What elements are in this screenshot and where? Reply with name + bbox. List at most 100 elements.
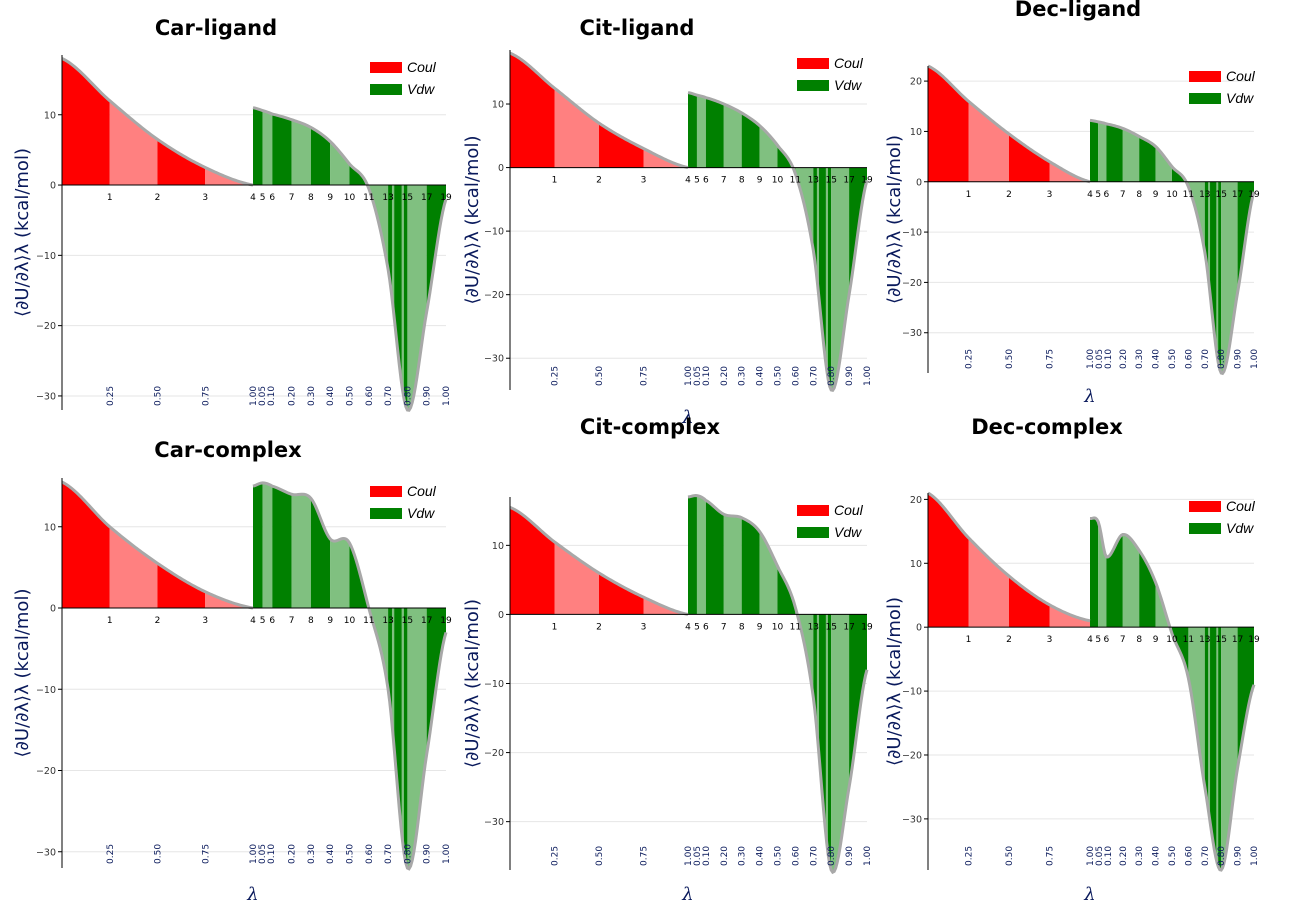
state-tick-label: 7 — [1120, 190, 1126, 200]
lambda-tick-label: 0.75 — [201, 844, 211, 864]
lambda-tick-label: 0.30 — [738, 846, 748, 866]
legend-label-coul: Coul — [1226, 68, 1256, 84]
state-tick-label: 15 — [1215, 190, 1226, 200]
legend-label-vdw: Vdw — [407, 505, 435, 521]
state-tick-label: 6 — [269, 616, 275, 626]
lambda-tick-label: 0.60 — [791, 366, 801, 386]
vdw-area-segment — [705, 97, 724, 168]
lambda-tick-label: 0.10 — [702, 366, 712, 386]
lambda-tick-label: 0.50 — [154, 844, 164, 864]
vdw-area-segment — [831, 614, 850, 873]
lambda-tick-label: 0.30 — [307, 386, 317, 406]
vdw-curve — [687, 493, 869, 875]
state-tick-label: 17 — [843, 176, 854, 186]
lambda-tick-label: 0.75 — [1046, 349, 1056, 369]
legend-label-vdw: Vdw — [1226, 520, 1254, 536]
legend-label-coul: Coul — [834, 55, 864, 71]
state-tick-label: 15 — [825, 622, 836, 632]
coul-area-segment — [157, 139, 206, 186]
state-tick-label: 8 — [1136, 635, 1142, 645]
vdw-stripe — [1224, 627, 1227, 862]
state-tick-label: 5 — [694, 176, 700, 186]
lambda-tick-label: 0.05 — [1095, 846, 1105, 866]
vdw-stripe — [843, 614, 846, 823]
vdw-stripe — [843, 167, 846, 333]
vdw-stripe — [411, 608, 414, 865]
y-tick-label: 10 — [44, 522, 56, 533]
vdw-area-segment — [1122, 534, 1140, 628]
legend-label-vdw: Vdw — [407, 81, 435, 97]
state-tick-label: 1 — [966, 635, 972, 645]
coul-area-segment — [968, 101, 1009, 182]
state-tick-label: 8 — [1136, 190, 1142, 200]
vdw-stripe — [1216, 627, 1219, 867]
vdw-area-segment — [253, 482, 263, 608]
state-tick-label: 19 — [440, 616, 452, 626]
state-tick-label: 4 — [685, 176, 691, 186]
state-tick-label: 1 — [552, 622, 558, 632]
state-tick-label: 11 — [1183, 190, 1194, 200]
lambda-tick-label: 1.00 — [684, 366, 694, 386]
lambda-tick-label: 0.10 — [702, 846, 712, 866]
y-tick-label: −20 — [902, 278, 922, 289]
lambda-tick-label: 0.25 — [965, 846, 975, 866]
lambda-tick-label: 1.00 — [1086, 846, 1096, 866]
y-tick-label: −10 — [902, 687, 922, 698]
lambda-tick-label: 0.30 — [738, 366, 748, 386]
state-tick-label: 9 — [1153, 635, 1159, 645]
state-tick-label: 2 — [596, 176, 602, 186]
state-tick-label: 8 — [739, 622, 745, 632]
vdw-area-segment — [291, 494, 311, 608]
lambda-tick-label: 1.00 — [1250, 846, 1260, 866]
vdw-area-segment — [1188, 627, 1205, 787]
lambda-tick-label: 0.70 — [1201, 846, 1211, 866]
state-tick-label: 5 — [1095, 635, 1101, 645]
lambda-tick-label: 0.25 — [551, 846, 561, 866]
vdw-stripe — [1208, 181, 1211, 294]
panel-dec-complex: −30 −20 −10 0 10 20 1 2 3 4 5 6 7 8 9 10 11 13 15 17 19 0.25 0… — [884, 415, 1260, 905]
coul-area-segment — [1009, 133, 1050, 182]
y-tick-label: 0 — [498, 610, 504, 621]
lambda-tick-label: 0.60 — [1184, 846, 1194, 866]
state-tick-label: 17 — [1232, 190, 1243, 200]
coul-area-segment — [157, 563, 206, 608]
lambda-tick-label: 0.30 — [1135, 846, 1145, 866]
y-axis-label: ⟨∂U/∂λ⟩λ (kcal/mol) — [12, 589, 33, 758]
state-tick-label: 8 — [739, 176, 745, 186]
vdw-area-segment — [1090, 517, 1099, 628]
state-tick-label: 3 — [202, 193, 208, 203]
coul-area-segment — [1009, 576, 1050, 628]
state-tick-label: 2 — [1006, 635, 1012, 645]
vdw-area-segment — [723, 104, 742, 168]
state-tick-label: 15 — [825, 176, 836, 186]
x-axis-label: λ — [681, 884, 693, 905]
coul-curve — [509, 51, 689, 170]
lambda-tick-label: 0.50 — [1005, 349, 1015, 369]
coul-area-segment — [510, 53, 555, 168]
lambda-tick-label: 0.05 — [693, 366, 703, 386]
lambda-tick-label: 0.40 — [756, 366, 766, 386]
lambda-tick-label: 0.75 — [1046, 846, 1056, 866]
coul-area-segment — [554, 88, 599, 168]
lambda-tick-label: 1.00 — [1250, 349, 1260, 369]
panel-car-complex: −30 −20 −10 0 10 1 2 3 4 5 6 7 8 9 10 11 13 15 17 19 0.25 0.5… — [12, 438, 452, 871]
state-tick-label: 9 — [327, 616, 333, 626]
vdw-area-segment — [1155, 146, 1172, 182]
lambda-tick-label: 0.10 — [1104, 349, 1114, 369]
vdw-stripe — [391, 608, 395, 750]
vdw-area-segment — [330, 538, 350, 608]
panel-title: Car-ligand — [155, 16, 277, 40]
state-tick-label: 4 — [250, 616, 256, 626]
y-tick-label: −20 — [484, 290, 504, 301]
lambda-tick-label: 0.20 — [1119, 846, 1129, 866]
lambda-tick-label: 0.50 — [346, 844, 356, 864]
lambda-tick-label: 0.40 — [756, 846, 766, 866]
y-tick-label: −30 — [484, 354, 504, 365]
state-tick-label: 13 — [382, 193, 393, 203]
x-axis-label: λ — [1083, 884, 1095, 905]
state-tick-label: 5 — [1095, 190, 1101, 200]
lambda-tick-label: 0.70 — [384, 386, 394, 406]
state-tick-label: 10 — [772, 176, 784, 186]
vdw-area-segment — [272, 114, 292, 186]
